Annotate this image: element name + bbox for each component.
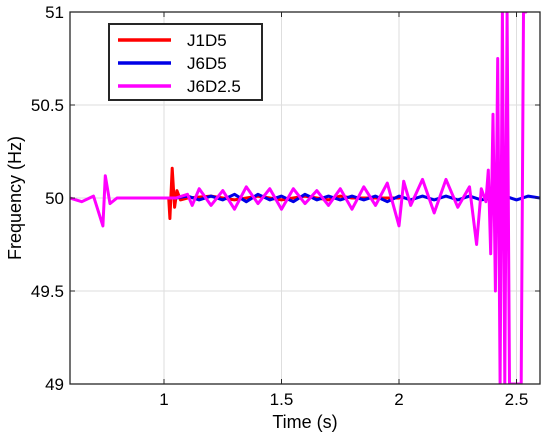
x-tick-label: 1 (159, 390, 168, 409)
legend: J1D5 J6D5 J6D2.5 (108, 23, 263, 101)
axis-ticks: 1 1.5 2 2.5 49 49.5 50 50.5 51 (31, 3, 540, 409)
x-tick-label: 2.5 (505, 390, 529, 409)
y-axis-label: Frequency (Hz) (5, 136, 25, 260)
y-tick-label: 50 (45, 189, 64, 208)
series-line-j6d2-5 (70, 12, 528, 384)
plot-lines (70, 12, 540, 384)
legend-label: J1D5 (187, 31, 227, 50)
y-tick-label: 49.5 (31, 282, 64, 301)
series-line-j1d5 (162, 166, 401, 220)
y-tick-label: 51 (45, 3, 64, 22)
y-tick-label: 50.5 (31, 96, 64, 115)
y-tick-label: 49 (45, 375, 64, 394)
x-tick-label: 2 (394, 390, 403, 409)
x-axis-label: Time (s) (272, 412, 337, 432)
legend-label: J6D5 (187, 54, 227, 73)
x-tick-label: 1.5 (270, 390, 294, 409)
legend-label: J6D2.5 (187, 77, 241, 96)
